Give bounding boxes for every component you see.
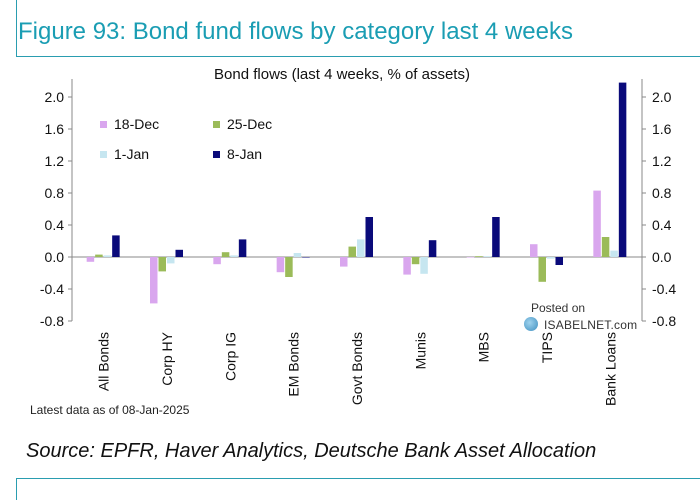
right-tick-label: 0.8 — [652, 185, 672, 201]
bar-8-jan — [555, 257, 563, 265]
bar-1-jan — [103, 255, 112, 257]
bar-1-jan — [420, 257, 428, 274]
bar-25-dec — [475, 256, 483, 257]
bar-18-dec — [276, 257, 285, 273]
bar-18-dec — [340, 257, 348, 267]
category-label: Corp IG — [222, 332, 238, 381]
legend-swatch — [213, 121, 220, 128]
bar-18-dec — [403, 257, 411, 275]
bar-1-jan — [547, 257, 555, 259]
bar-1-jan — [610, 250, 618, 257]
right-tick-label: 0.4 — [652, 217, 672, 233]
bar-18-dec — [150, 257, 158, 304]
bar-8-jan — [428, 240, 437, 257]
bar-25-dec — [348, 246, 356, 257]
bar-25-dec — [411, 257, 420, 265]
title-frame-left — [16, 0, 17, 56]
category-label: Corp HY — [159, 331, 175, 385]
legend-label: 8-Jan — [227, 146, 262, 162]
category-label: MBS — [476, 332, 492, 362]
left-tick-label: 2.0 — [45, 89, 65, 105]
bar-8-jan — [302, 257, 310, 258]
bar-8-jan — [175, 249, 183, 257]
category-label: Govt Bonds — [349, 332, 365, 405]
figure-title: Figure 93: Bond fund flows by category l… — [18, 18, 573, 45]
legend-label: 25-Dec — [227, 116, 272, 132]
bar-25-dec — [95, 254, 103, 257]
legend-swatch — [100, 151, 107, 158]
left-tick-label: -0.8 — [40, 313, 64, 329]
bar-1-jan — [357, 239, 365, 257]
bar-25-dec — [221, 252, 230, 257]
bar-25-dec — [601, 237, 610, 257]
bar-18-dec — [530, 244, 538, 257]
isabelnet-logo-icon — [524, 317, 538, 331]
watermark-posted-on: Posted on — [531, 301, 586, 315]
bar-1-jan — [167, 257, 175, 264]
bar-18-dec — [593, 190, 601, 257]
category-label: Munis — [412, 332, 428, 369]
bar-25-dec — [285, 257, 293, 277]
right-tick-label: -0.8 — [652, 313, 676, 329]
left-tick-label: 0.8 — [45, 185, 65, 201]
bar-18-dec — [213, 257, 221, 265]
left-tick-label: 1.6 — [45, 121, 65, 137]
bar-25-dec — [158, 257, 166, 272]
left-tick-label: 0.4 — [45, 217, 65, 233]
category-label: All Bonds — [96, 332, 112, 391]
latest-data-note: Latest data as of 08-Jan-2025 — [30, 403, 190, 417]
bar-1-jan — [293, 253, 302, 257]
left-tick-label: 0.0 — [45, 249, 65, 265]
right-tick-label: 2.0 — [652, 89, 672, 105]
bar-18-dec — [466, 257, 475, 258]
left-tick-label: -0.4 — [40, 281, 64, 297]
bar-8-jan — [618, 82, 627, 257]
bar-8-jan — [112, 235, 120, 257]
legend-swatch — [100, 121, 107, 128]
bottom-frame-left — [16, 478, 17, 500]
bar-18-dec — [86, 257, 95, 262]
bottom-rule — [16, 478, 700, 479]
bar-1-jan — [230, 255, 238, 257]
source-line: Source: EPFR, Haver Analytics, Deutsche … — [26, 440, 597, 462]
category-label: Bank Loans — [602, 332, 618, 406]
right-tick-label: 1.6 — [652, 121, 672, 137]
bar-8-jan — [492, 217, 500, 257]
bar-8-jan — [238, 239, 247, 257]
category-label: TIPS — [539, 332, 555, 363]
watermark-site: ISABELNET.com — [544, 318, 638, 332]
left-tick-label: 1.2 — [45, 153, 65, 169]
legend-label: 18-Dec — [114, 116, 159, 132]
legend-swatch — [213, 151, 220, 158]
title-underline — [16, 56, 700, 57]
bar-1-jan — [483, 256, 492, 257]
bar-8-jan — [365, 217, 373, 257]
right-tick-label: 1.2 — [652, 153, 672, 169]
right-tick-label: 0.0 — [652, 249, 672, 265]
chart-title: Bond flows (last 4 weeks, % of assets) — [214, 66, 470, 83]
right-tick-label: -0.4 — [652, 281, 676, 297]
category-label: EM Bonds — [286, 332, 302, 397]
legend-label: 1-Jan — [114, 146, 149, 162]
bar-25-dec — [538, 257, 546, 282]
